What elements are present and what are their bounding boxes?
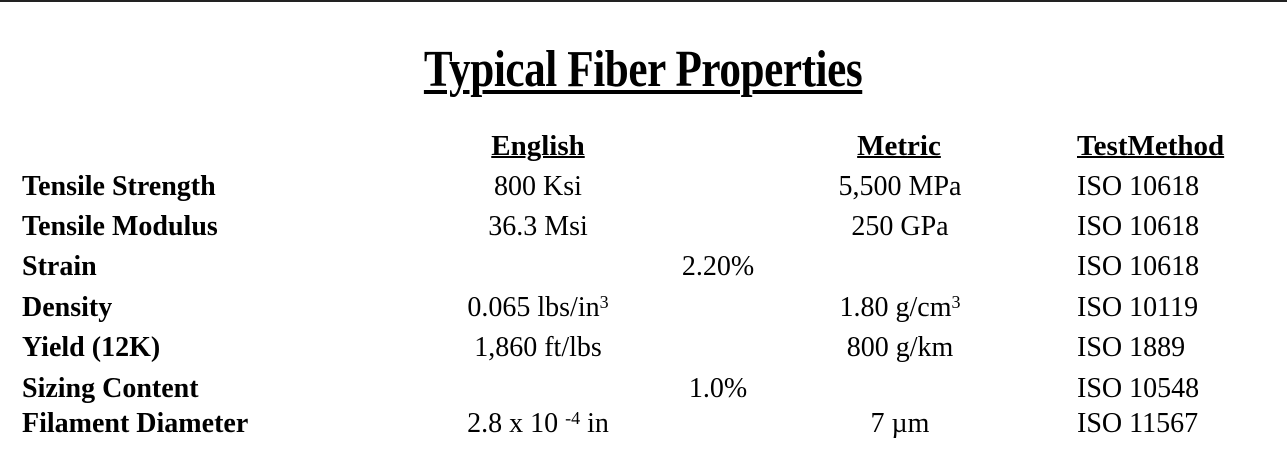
test-method-value: ISO 10119 [1077, 292, 1199, 323]
test-method-value: ISO 10618 [1077, 251, 1200, 282]
metric-value: 250 GPa [851, 210, 948, 244]
metric-value: 800 g/km [847, 331, 954, 365]
property-label: Yield (12K) [22, 332, 161, 363]
test-method-value: ISO 10618 [1077, 171, 1200, 202]
value-text: 250 GPa [851, 211, 949, 242]
metric-value: 5,500 MPa [839, 170, 962, 204]
property-label: Sizing Content [22, 373, 199, 404]
value-text: 2.8 x 10 [467, 408, 566, 439]
english-value: 1,860 ft/lbs [474, 331, 602, 365]
value-text: 36.3 Msi [488, 211, 588, 242]
value-text: 800 g/km [846, 332, 954, 363]
metric-value: 7 µm [871, 407, 930, 441]
metric-value: 1.80 g/cm3 [840, 291, 961, 325]
test-method-value: ISO 11567 [1077, 408, 1199, 439]
english-value: 36.3 Msi [488, 210, 588, 244]
english-value: 2.8 x 10 -4 in [467, 407, 609, 441]
value-text: 800 Ksi [494, 171, 582, 202]
suffix-text: in [580, 408, 609, 439]
header-test-method: TestMethod [1077, 130, 1225, 162]
value-text: 1.80 g/cm [839, 292, 952, 323]
value-text: 1.0% [688, 373, 748, 404]
property-label: Density [22, 292, 113, 323]
property-label: Tensile Strength [22, 171, 216, 202]
title-text: Typical Fiber Properties [424, 41, 863, 98]
superscript: 3 [951, 292, 961, 312]
test-method-value: ISO 10618 [1077, 211, 1200, 242]
test-method-value: ISO 1889 [1077, 332, 1186, 363]
property-label: Strain [22, 251, 97, 282]
shared-value: 1.0% [689, 372, 747, 406]
property-label: Filament Diameter [22, 408, 249, 439]
top-border [0, 0, 1287, 2]
header-metric: Metric [857, 130, 941, 162]
superscript: 3 [599, 292, 609, 312]
value-text: 7 µm [870, 408, 930, 439]
property-label: Tensile Modulus [22, 211, 218, 242]
header-english: English [491, 130, 585, 162]
value-text: 0.065 lbs/in [467, 292, 600, 323]
superscript: -4 [565, 408, 581, 428]
english-value: 800 Ksi [494, 170, 582, 204]
value-text: 2.20% [681, 251, 755, 282]
value-text: 5,500 MPa [838, 171, 962, 202]
shared-value: 2.20% [682, 250, 754, 284]
value-text: 1,860 ft/lbs [474, 332, 602, 363]
test-method-value: ISO 10548 [1077, 373, 1200, 404]
english-value: 0.065 lbs/in3 [467, 291, 608, 325]
page-title: Typical Fiber Properties [0, 40, 1287, 99]
